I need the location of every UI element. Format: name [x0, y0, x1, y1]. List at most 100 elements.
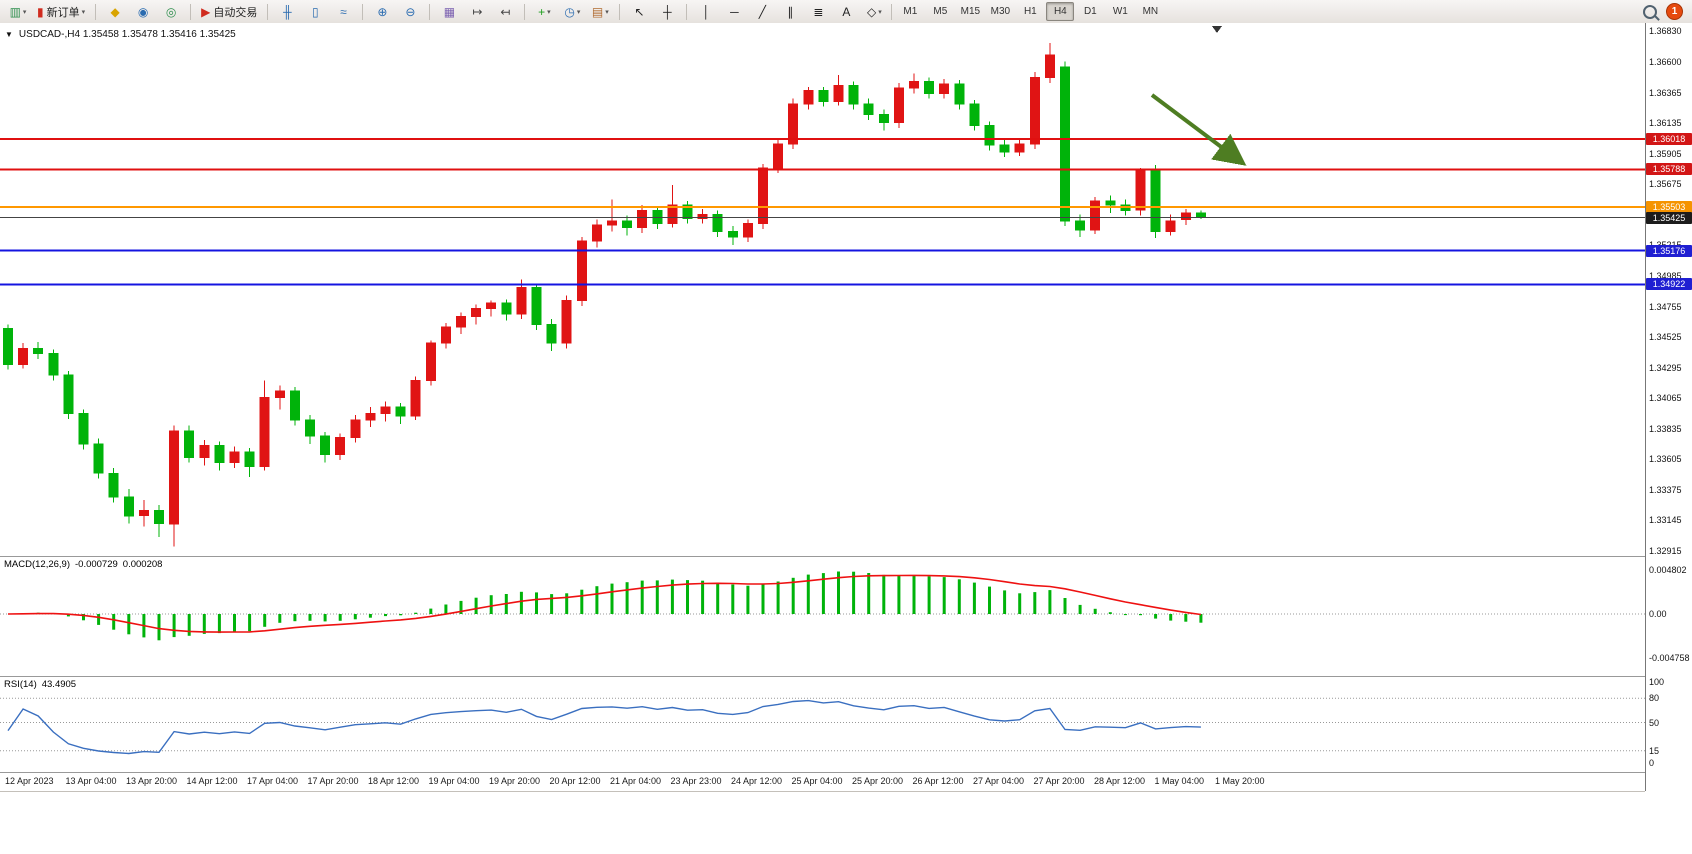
price-tick: 1.34755 — [1649, 301, 1682, 312]
candle — [244, 448, 255, 478]
vertical-line-button[interactable]: │ — [693, 1, 719, 22]
equidistant-channel-button[interactable]: ∥ — [777, 1, 803, 22]
line-chart-button[interactable]: ≈ — [330, 1, 356, 22]
time-axis-label: 25 Apr 20:00 — [852, 776, 904, 786]
candle — [607, 199, 617, 232]
price-level-badge: 1.35176 — [1646, 244, 1692, 257]
candle — [591, 219, 602, 248]
candle — [561, 295, 572, 349]
caret-down-icon: ▾ — [605, 8, 609, 16]
chart-title: USDCAD-,H4 1.35458 1.35478 1.35416 1.354… — [18, 29, 236, 40]
candle — [410, 376, 421, 421]
text-label-button[interactable]: A — [833, 1, 859, 22]
candle — [78, 409, 89, 450]
timeframe-m1-button[interactable]: M1 — [903, 6, 918, 17]
new-order-button[interactable]: ▮ 新订单 ▾ — [33, 1, 89, 22]
fibonacci-retracement-button[interactable]: ≣ — [805, 1, 831, 22]
trendline-button[interactable]: ╱ — [749, 1, 775, 22]
rsi-plot — [0, 697, 1645, 755]
crosshair-icon: ┼ — [663, 4, 672, 19]
auto-trading-icon: ▶ — [201, 4, 211, 19]
candle — [456, 312, 466, 334]
chart-menu-arrow-icon[interactable]: ▼ — [5, 30, 13, 39]
macd-axis-label: -0.004758 — [1649, 652, 1690, 663]
tile-windows-icon: ▦ — [443, 4, 456, 19]
candlestick-chart-button[interactable]: ▯ — [302, 1, 328, 22]
macd-signal-value: 0.000208 — [122, 559, 163, 570]
fibonacci-retracement-icon: ≣ — [813, 4, 824, 19]
notification-badge[interactable]: 1 — [1666, 3, 1683, 20]
timeframe-mn-button[interactable]: MN — [1142, 6, 1159, 17]
timeframe-m5-button[interactable]: M5 — [933, 6, 948, 17]
navigator-button[interactable]: ◎ — [158, 1, 184, 22]
timeframe-m15-button[interactable]: M15 — [960, 6, 981, 17]
horizontal-line-button[interactable]: ─ — [721, 1, 747, 22]
time-axis[interactable]: 12 Apr 2023 13 Apr 04:00 13 Apr 20:00 14 Ap… — [0, 772, 1645, 792]
candle — [1044, 42, 1055, 83]
candle — [1090, 197, 1101, 235]
timeframe-m30-button[interactable]: M30 — [990, 6, 1011, 17]
data-window-button[interactable]: ◉ — [130, 1, 156, 22]
equidistant-channel-icon: ∥ — [787, 4, 794, 19]
timeframe-w1-button[interactable]: W1 — [1112, 6, 1128, 17]
timeframe-d1-button[interactable]: D1 — [1083, 6, 1097, 17]
templates-button[interactable]: ▤ ▾ — [587, 1, 613, 22]
rsi-axis-label: 50 — [1649, 717, 1660, 728]
macd-plot — [0, 571, 1645, 641]
arrows-icon: ◇ — [866, 4, 877, 19]
time-axis-label: 14 Apr 12:00 — [186, 776, 238, 786]
candle — [546, 319, 557, 352]
candle — [486, 300, 497, 317]
cursor-button[interactable]: ↖ — [626, 1, 652, 22]
macd-panel[interactable]: MACD(12,26,9) -0.000729 0.000208 — [0, 556, 1645, 677]
chart-shift-marker-icon[interactable] — [1212, 26, 1222, 33]
zoom-in-button[interactable]: ⊕ — [369, 1, 395, 22]
bar-chart-button[interactable]: ╫ — [274, 1, 300, 22]
time-axis-label: 19 Apr 04:00 — [428, 776, 480, 786]
trend-arrow-annotation[interactable] — [1150, 93, 1247, 166]
zoom-out-icon: ⊖ — [405, 4, 416, 19]
candle — [576, 236, 587, 306]
zoom-out-button[interactable]: ⊖ — [397, 1, 423, 22]
new-chart-button[interactable]: ▥ ▾ — [5, 1, 31, 22]
chart-shift-button[interactable]: ↤ — [492, 1, 518, 22]
candle — [184, 425, 195, 463]
caret-down-icon: ▾ — [22, 8, 27, 16]
periods-icon: ◷ — [564, 4, 575, 19]
price-chart-panel[interactable]: ▼ USDCAD-,H4 1.35458 1.35478 1.35416 1.3… — [0, 23, 1645, 556]
market-watch-button[interactable]: ◆ — [102, 1, 128, 22]
time-axis-label: 17 Apr 04:00 — [247, 776, 299, 786]
toolbar-separator — [619, 3, 621, 20]
auto-scroll-button[interactable]: ↦ — [464, 1, 490, 22]
crosshair-button[interactable]: ┼ — [654, 1, 680, 22]
candlestick-plot[interactable] — [0, 23, 1645, 556]
timeframe-h4-button[interactable]: H4 — [1046, 2, 1075, 21]
candle — [169, 425, 180, 547]
bar-chart-icon: ╫ — [283, 4, 292, 19]
candle — [788, 98, 799, 150]
candle — [350, 414, 361, 443]
periods-button[interactable]: ◷ ▾ — [559, 1, 585, 22]
arrows-button[interactable]: ◇ ▾ — [861, 1, 887, 22]
vertical-line-icon: │ — [702, 4, 711, 19]
candle — [229, 446, 240, 468]
rsi-panel[interactable]: RSI(14) 43.4905 — [0, 676, 1645, 773]
price-tick: 1.34525 — [1649, 332, 1682, 343]
timeframe-h1-button[interactable]: H1 — [1023, 6, 1037, 17]
candle — [18, 343, 29, 369]
caret-down-icon: ▾ — [81, 8, 86, 16]
candle — [712, 210, 723, 237]
caret-down-icon: ▾ — [576, 8, 581, 16]
indicators-button[interactable]: + ▾ — [531, 1, 557, 22]
price-level-badge: 1.36018 — [1646, 132, 1692, 145]
tile-windows-button[interactable]: ▦ — [436, 1, 462, 22]
price-axis[interactable]: 1.36830 1.36600 1.36365 1.36135 1.35905 1.356… — [1645, 23, 1692, 791]
auto-trading-button[interactable]: ▶ 自动交易 — [197, 1, 261, 22]
candle — [1014, 138, 1025, 156]
price-tick: 1.32915 — [1649, 545, 1682, 556]
search-icon[interactable] — [1643, 4, 1657, 19]
candle — [1135, 167, 1146, 216]
candle — [818, 86, 829, 107]
time-axis-label: 1 May 04:00 — [1154, 776, 1205, 786]
